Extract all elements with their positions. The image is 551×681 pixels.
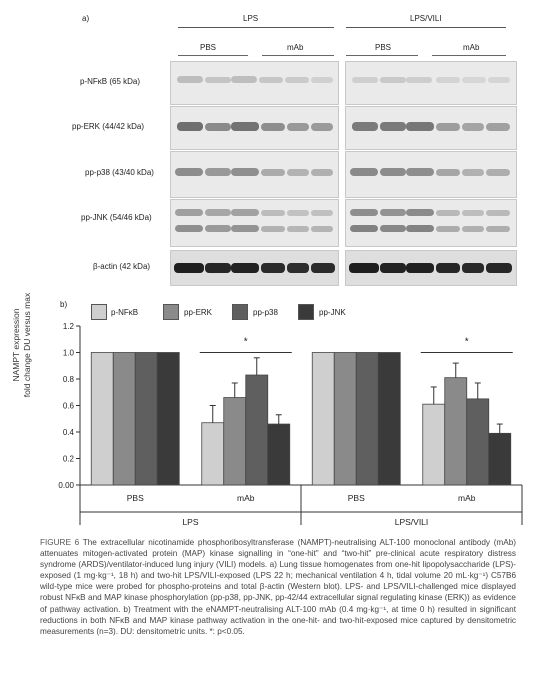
panel-a-label: a): [82, 14, 90, 23]
bar: [245, 374, 269, 486]
bar: [488, 432, 512, 486]
subgroup-line: [178, 55, 248, 56]
legend-label: pp-JNK: [319, 308, 346, 317]
group-label-lps: LPS: [243, 14, 259, 23]
bar: [223, 397, 247, 486]
bar: [201, 422, 225, 486]
x-group-label: LPS/VILI: [395, 517, 429, 527]
x-category-label: mAb: [458, 493, 476, 503]
significance-star: *: [244, 337, 248, 348]
blot-row-label: β-actin (42 kDa): [93, 262, 151, 271]
legend-swatch-ppp38: [232, 304, 248, 320]
legend-swatch-pnfkb: [91, 304, 107, 320]
bar: [311, 352, 335, 486]
x-category-label: PBS: [127, 493, 144, 503]
x-category-label: mAb: [237, 493, 255, 503]
blot-row-label: p-NFκB (65 kDa): [80, 77, 141, 86]
blot-row-label: pp-ERK (44/42 kDa): [72, 122, 145, 131]
significance-star: *: [465, 337, 469, 348]
blot-ppp38-lps-vili: [345, 151, 517, 198]
subgroup-line: [346, 55, 418, 56]
subgroup-label: PBS: [200, 43, 217, 52]
blot-ppjnk-lps: [170, 199, 339, 247]
bar: [377, 352, 401, 486]
blot-actin-lps: [170, 250, 339, 286]
bar: [90, 352, 114, 486]
bar: [422, 403, 446, 486]
y-tick-label: 1.2: [63, 322, 75, 331]
blot-pnfkb-lps-vili: [345, 61, 517, 105]
caption-title: FIGURE 6: [40, 538, 80, 547]
y-tick-label: 0.6: [63, 402, 75, 411]
bar: [156, 352, 180, 486]
y-tick-label: 0.00: [58, 481, 74, 490]
group-line-lps-vili: [346, 27, 506, 28]
legend-swatch-ppjnk: [298, 304, 314, 320]
bar-chart: 0.00 0.2 0.4 0.6 0.8 1.0 1.2 PBS mAb PBS mAb * * LPS L…: [58, 322, 523, 527]
group-line-lps: [178, 27, 334, 28]
y-tick-label: 0.8: [63, 375, 75, 384]
x-group-label: LPS: [182, 517, 198, 527]
subgroup-label: mAb: [463, 43, 480, 52]
subgroup-line: [262, 55, 334, 56]
x-category-label: PBS: [348, 493, 365, 503]
bar: [355, 352, 379, 486]
subgroup-label: mAb: [287, 43, 304, 52]
blot-row-label: pp-p38 (43/40 kDa): [85, 168, 154, 177]
blot-pperk-lps-vili: [345, 106, 517, 150]
blot-pnfkb-lps: [170, 61, 339, 105]
blot-row-label: pp-JNK (54/46 kDa): [81, 213, 152, 222]
bar: [112, 352, 136, 486]
legend-label: pp-p38: [253, 308, 278, 317]
group-label-lps-vili: LPS/VILI: [410, 14, 442, 23]
bar: [444, 377, 468, 486]
y-tick-label: 0.4: [63, 428, 75, 437]
bar: [267, 423, 291, 486]
legend-label: p-NFκB: [111, 308, 139, 317]
bar: [134, 352, 158, 486]
blot-actin-lps-vili: [345, 250, 517, 286]
panel-b-label: b): [60, 300, 68, 309]
subgroup-line: [432, 55, 506, 56]
blot-pperk-lps: [170, 106, 339, 150]
legend-label: pp-ERK: [184, 308, 213, 317]
blot-ppjnk-lps-vili: [345, 199, 517, 247]
subgroup-label: PBS: [375, 43, 392, 52]
caption-text: The extracellular nicotinamide phosphori…: [40, 538, 516, 636]
bar: [466, 398, 490, 486]
bar: [333, 352, 357, 486]
y-tick-label: 0.2: [63, 455, 75, 464]
figure-caption: FIGURE 6 The extracellular nicotinamide …: [40, 537, 516, 637]
blot-ppp38-lps: [170, 151, 339, 198]
y-tick-label: 1.0: [63, 349, 75, 358]
legend-swatch-pperk: [163, 304, 179, 320]
